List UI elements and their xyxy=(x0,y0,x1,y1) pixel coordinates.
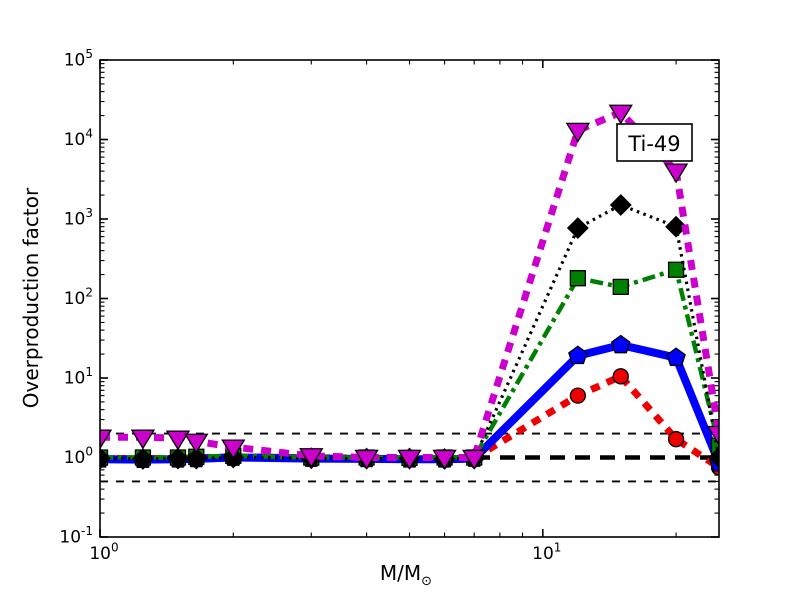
y-tick-label-1e5: 105 xyxy=(64,47,93,71)
black-dotted-diamonds-line xyxy=(100,203,719,461)
green-dashdot-squares-line xyxy=(100,267,719,461)
x-axis-label: M/M⊙ xyxy=(380,561,432,589)
y-tick-label-1e-1: 10-1 xyxy=(59,524,93,548)
magenta-dashed-triangles-series xyxy=(100,104,719,470)
black-dotted-diamonds-series xyxy=(100,194,719,470)
y-tick-label-1e0: 100 xyxy=(64,445,93,469)
x-axis-label-main: M/M xyxy=(380,561,421,585)
magenta-dashed-triangles-markers xyxy=(100,104,719,470)
x-tick-label-1e1: 101 xyxy=(532,541,561,565)
y-tick-label-1e3: 103 xyxy=(64,206,93,230)
series-layer xyxy=(100,104,719,476)
solar-mass-symbol: ⊙ xyxy=(421,574,432,589)
isotope-annotation-box: Ti-49 xyxy=(616,123,693,162)
annotation-frame xyxy=(616,123,693,162)
y-axis-label: Overproduction factor xyxy=(19,187,43,408)
isotope-label: Ti-49 xyxy=(627,132,680,156)
y-tick-label-1e1: 101 xyxy=(64,365,93,389)
y-tick-label-1e2: 102 xyxy=(64,286,93,310)
x-tick-label-1e0: 100 xyxy=(89,541,118,565)
y-tick-label-1e4: 104 xyxy=(64,127,93,151)
black-dotted-diamonds-markers xyxy=(100,194,719,470)
axes-frame xyxy=(99,59,720,538)
